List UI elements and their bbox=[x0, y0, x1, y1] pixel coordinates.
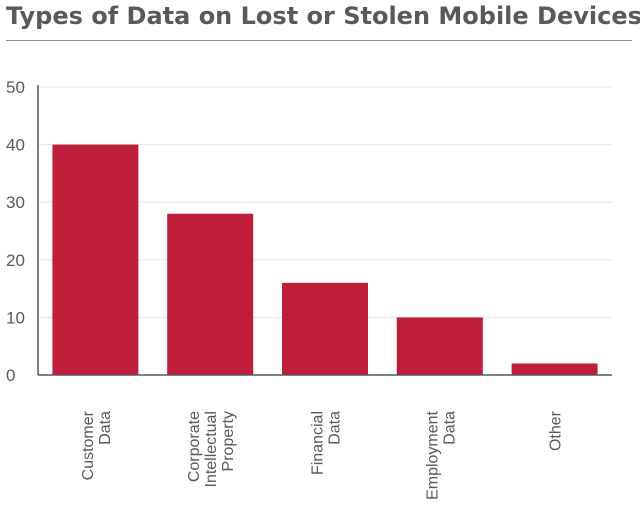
category-label-4-line-0: Other bbox=[548, 410, 565, 451]
title-divider bbox=[6, 40, 632, 41]
category-label-1-line-2: Property bbox=[220, 411, 237, 471]
category-label-1-line-0: Corporate bbox=[186, 411, 203, 482]
bar-2 bbox=[282, 282, 368, 375]
category-label-0-line-0: Customer bbox=[80, 410, 97, 480]
category-label-3-line-0: Employment bbox=[424, 410, 441, 499]
bars bbox=[52, 144, 598, 375]
y-tick-label-50: 50 bbox=[6, 78, 25, 97]
y-tick-labels: 0 10 20 30 40 50 bbox=[6, 78, 25, 385]
y-tick-label-40: 40 bbox=[6, 136, 25, 155]
axes bbox=[37, 85, 612, 376]
y-tick-label-30: 30 bbox=[6, 193, 25, 212]
chart-title: Types of Data on Lost or Stolen Mobile D… bbox=[6, 2, 640, 30]
bar-3 bbox=[396, 317, 483, 375]
y-tick-label-20: 20 bbox=[6, 251, 25, 270]
bar-0 bbox=[52, 144, 139, 375]
category-label-3-line-1: Data bbox=[441, 411, 458, 445]
y-tick-label-0: 0 bbox=[6, 366, 15, 385]
bar-4 bbox=[511, 363, 598, 375]
y-tick-label-10: 10 bbox=[6, 308, 25, 327]
category-label-2-line-1: Data bbox=[327, 411, 344, 445]
bar-1 bbox=[167, 213, 254, 375]
category-label-1-line-1: Intellectual bbox=[203, 411, 220, 488]
category-labels: Customer Data Corporate Intellectual Propert… bbox=[80, 410, 565, 500]
category-label-0-line-1: Data bbox=[97, 411, 114, 445]
category-label-2-line-0: Financial bbox=[310, 411, 327, 475]
